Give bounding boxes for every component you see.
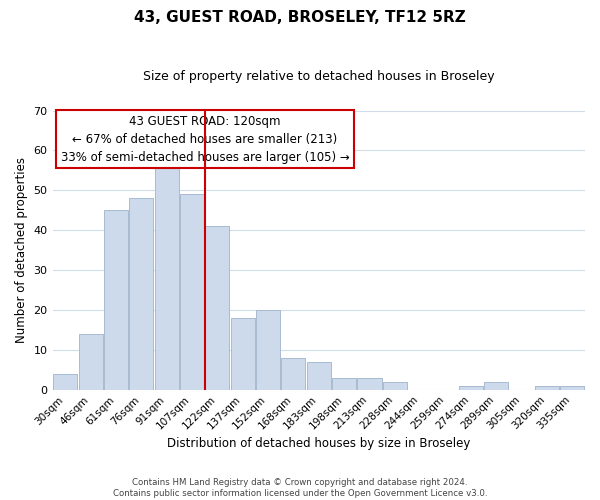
- Bar: [535, 386, 559, 390]
- Bar: [155, 158, 179, 390]
- X-axis label: Distribution of detached houses by size in Broseley: Distribution of detached houses by size …: [167, 437, 470, 450]
- Bar: [180, 194, 204, 390]
- Bar: [332, 378, 356, 390]
- Bar: [129, 198, 154, 390]
- Bar: [383, 382, 407, 390]
- Bar: [484, 382, 508, 390]
- Text: 43 GUEST ROAD: 120sqm
← 67% of detached houses are smaller (213)
33% of semi-det: 43 GUEST ROAD: 120sqm ← 67% of detached …: [61, 114, 349, 164]
- Bar: [459, 386, 483, 390]
- Bar: [358, 378, 382, 390]
- Bar: [79, 334, 103, 390]
- Bar: [560, 386, 584, 390]
- Bar: [307, 362, 331, 390]
- Bar: [281, 358, 305, 390]
- Bar: [104, 210, 128, 390]
- Bar: [205, 226, 229, 390]
- Y-axis label: Number of detached properties: Number of detached properties: [15, 157, 28, 343]
- Title: Size of property relative to detached houses in Broseley: Size of property relative to detached ho…: [143, 70, 494, 83]
- Text: 43, GUEST ROAD, BROSELEY, TF12 5RZ: 43, GUEST ROAD, BROSELEY, TF12 5RZ: [134, 10, 466, 25]
- Bar: [256, 310, 280, 390]
- Bar: [53, 374, 77, 390]
- Text: Contains HM Land Registry data © Crown copyright and database right 2024.
Contai: Contains HM Land Registry data © Crown c…: [113, 478, 487, 498]
- Bar: [230, 318, 255, 390]
